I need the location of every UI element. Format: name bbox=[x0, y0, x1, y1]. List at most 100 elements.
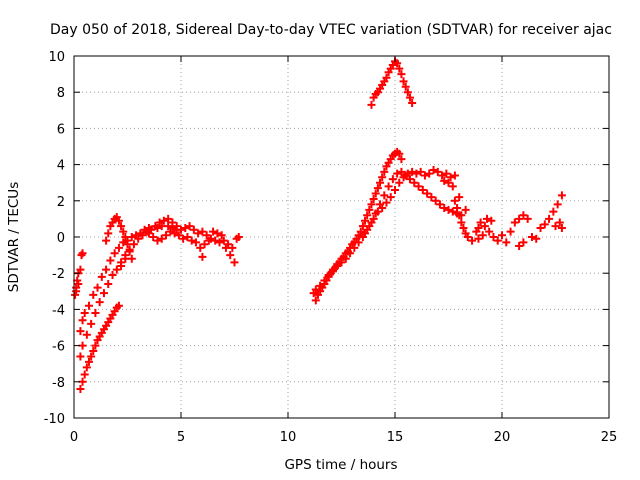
data-point bbox=[378, 173, 387, 182]
y-tick-label: 4 bbox=[57, 159, 65, 174]
data-point bbox=[80, 309, 89, 318]
data-point bbox=[463, 233, 472, 241]
data-point bbox=[183, 233, 192, 241]
y-tick-label: -4 bbox=[52, 303, 65, 318]
data-point bbox=[408, 167, 417, 176]
data-point bbox=[361, 216, 370, 225]
data-point bbox=[219, 236, 228, 245]
data-point bbox=[78, 249, 87, 258]
data-point bbox=[557, 223, 566, 232]
data-point bbox=[333, 261, 342, 270]
data-point bbox=[89, 347, 98, 356]
data-point bbox=[361, 229, 370, 238]
data-point bbox=[440, 204, 449, 213]
data-point bbox=[112, 265, 121, 274]
data-point bbox=[311, 285, 320, 294]
data-point bbox=[545, 214, 554, 223]
data-point bbox=[316, 281, 325, 290]
data-point bbox=[202, 231, 211, 240]
series-afternoon-rise-tertiary bbox=[361, 166, 464, 238]
data-point bbox=[78, 316, 87, 325]
series-morning-hump bbox=[102, 213, 136, 270]
data-point bbox=[365, 205, 374, 214]
data-point bbox=[408, 99, 417, 108]
data-point bbox=[84, 301, 93, 310]
data-point bbox=[74, 280, 83, 289]
data-point bbox=[414, 182, 423, 191]
data-point bbox=[76, 385, 85, 394]
data-point bbox=[93, 283, 102, 292]
data-point bbox=[502, 238, 511, 247]
data-point bbox=[438, 171, 447, 180]
x-tick-label: 5 bbox=[177, 430, 185, 445]
data-point bbox=[489, 233, 498, 241]
data-point bbox=[457, 218, 466, 227]
data-point bbox=[382, 198, 391, 207]
data-point bbox=[442, 169, 451, 178]
data-point bbox=[117, 261, 126, 270]
data-point bbox=[485, 227, 494, 236]
data-point bbox=[401, 82, 410, 91]
chart-title: Day 050 of 2018, Sidereal Day-to-day VTE… bbox=[50, 22, 612, 38]
data-point bbox=[519, 238, 528, 247]
data-point bbox=[461, 205, 470, 214]
data-point bbox=[174, 231, 183, 240]
data-point bbox=[420, 171, 429, 180]
data-point bbox=[405, 175, 414, 184]
x-tick-label: 15 bbox=[387, 430, 404, 445]
data-point bbox=[393, 169, 402, 178]
data-point bbox=[403, 88, 412, 97]
data-point bbox=[493, 236, 502, 245]
data-point bbox=[91, 309, 100, 318]
y-tick-label: -2 bbox=[52, 267, 65, 282]
data-point bbox=[478, 231, 487, 240]
data-point bbox=[536, 223, 545, 232]
data-point bbox=[172, 225, 181, 234]
data-point bbox=[164, 222, 173, 231]
data-point bbox=[553, 200, 562, 209]
data-point bbox=[391, 185, 399, 194]
data-point bbox=[450, 196, 459, 205]
data-point bbox=[388, 175, 397, 184]
data-point bbox=[213, 229, 222, 238]
data-point bbox=[209, 227, 218, 236]
data-point bbox=[405, 93, 414, 102]
data-point bbox=[87, 319, 96, 328]
data-point bbox=[356, 227, 365, 236]
data-point bbox=[378, 204, 387, 213]
data-point bbox=[230, 258, 239, 267]
x-tick-label: 20 bbox=[494, 430, 511, 445]
data-point bbox=[144, 229, 153, 238]
data-point bbox=[196, 243, 205, 252]
data-point bbox=[328, 265, 337, 274]
data-point bbox=[149, 233, 158, 241]
data-point bbox=[194, 229, 203, 238]
series-evening-decline bbox=[450, 191, 566, 251]
data-point bbox=[123, 240, 132, 249]
data-point bbox=[515, 242, 524, 251]
data-point bbox=[162, 231, 171, 240]
data-point bbox=[108, 271, 117, 280]
data-point bbox=[226, 251, 235, 260]
data-point bbox=[376, 178, 385, 187]
data-point bbox=[320, 276, 329, 285]
y-tick-label: 2 bbox=[57, 195, 65, 210]
x-axis-label: GPS time / hours bbox=[284, 457, 397, 473]
data-point bbox=[384, 182, 393, 191]
series-afternoon-rise-main bbox=[311, 147, 406, 305]
data-point bbox=[429, 166, 438, 175]
data-point bbox=[82, 330, 91, 339]
data-point bbox=[97, 272, 106, 281]
data-point bbox=[185, 222, 194, 231]
data-point bbox=[557, 191, 566, 200]
data-point bbox=[72, 287, 81, 296]
data-point bbox=[221, 243, 230, 252]
data-point bbox=[380, 191, 389, 200]
data-point bbox=[354, 238, 363, 247]
data-point bbox=[198, 227, 207, 236]
data-point bbox=[399, 77, 408, 86]
data-point bbox=[527, 233, 536, 241]
y-axis-label: SDTVAR / TECUs bbox=[6, 182, 22, 292]
data-point bbox=[425, 169, 434, 178]
data-point bbox=[80, 370, 89, 379]
